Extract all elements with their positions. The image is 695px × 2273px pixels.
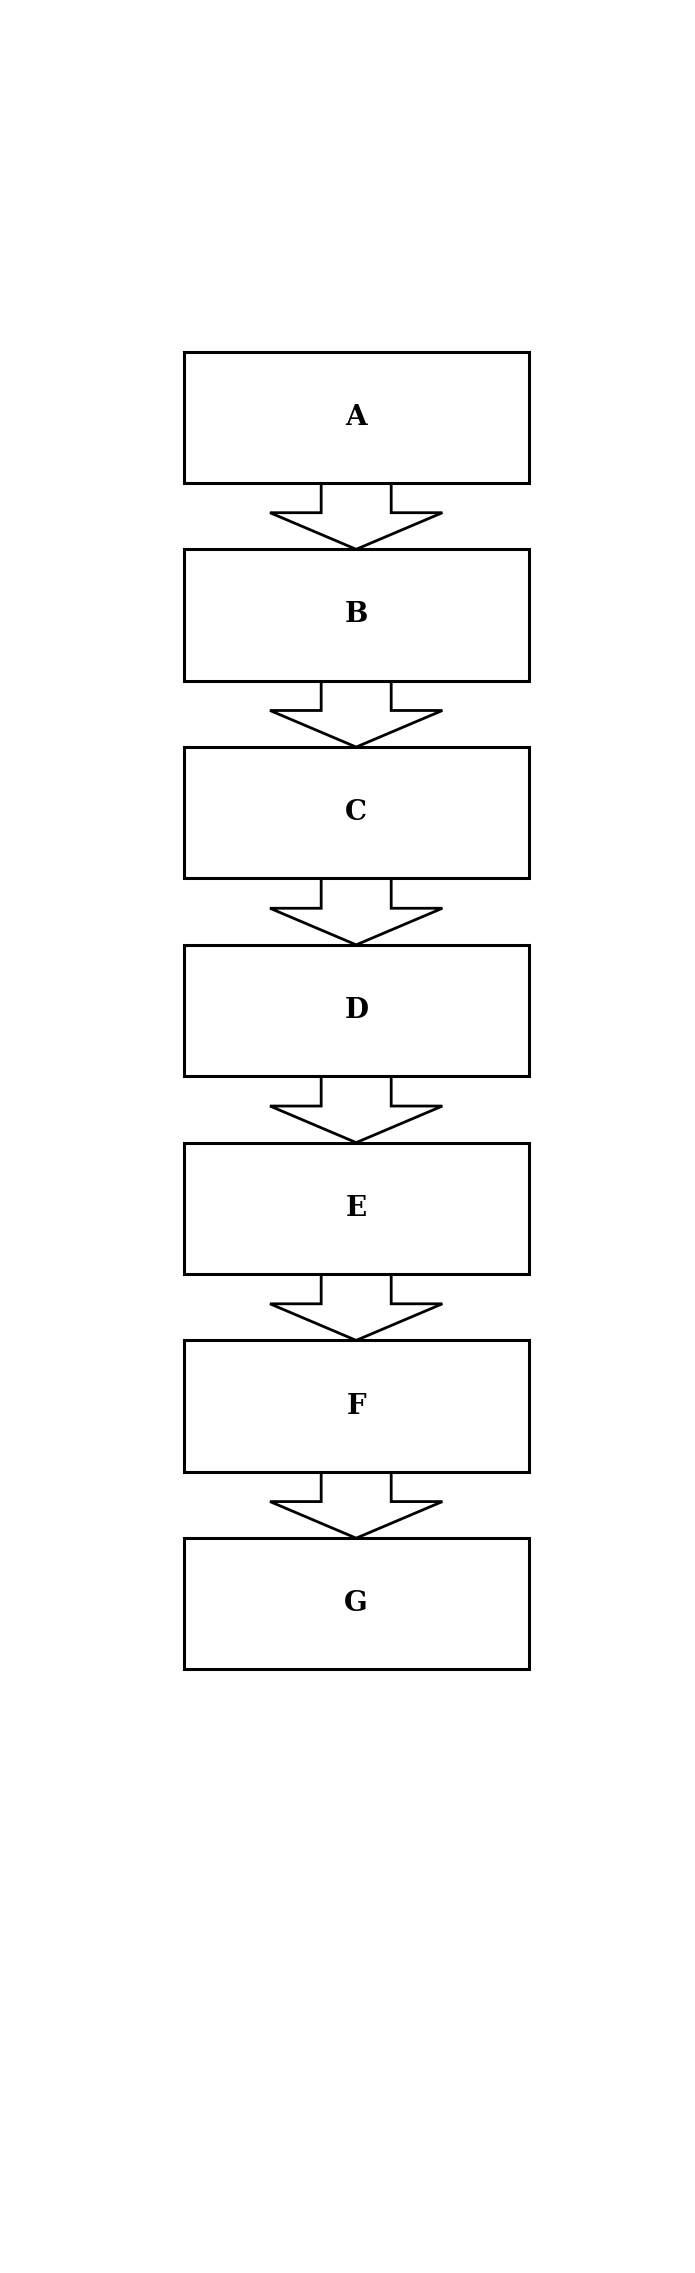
Bar <box>183 550 528 680</box>
Bar <box>183 946 528 1075</box>
Polygon shape <box>270 877 443 946</box>
Bar <box>183 1539 528 1668</box>
Text: E: E <box>345 1196 367 1223</box>
Polygon shape <box>270 1471 443 1539</box>
Polygon shape <box>270 1075 443 1143</box>
Polygon shape <box>270 680 443 748</box>
Polygon shape <box>270 1273 443 1341</box>
Bar <box>183 1143 528 1273</box>
Polygon shape <box>270 482 443 550</box>
Bar <box>183 748 528 877</box>
Text: A: A <box>345 405 367 430</box>
Bar <box>183 1341 528 1471</box>
Text: D: D <box>344 998 368 1023</box>
Text: B: B <box>345 602 368 627</box>
Text: F: F <box>346 1393 366 1421</box>
Bar <box>183 352 528 482</box>
Text: C: C <box>345 800 367 825</box>
Text: G: G <box>344 1591 368 1618</box>
